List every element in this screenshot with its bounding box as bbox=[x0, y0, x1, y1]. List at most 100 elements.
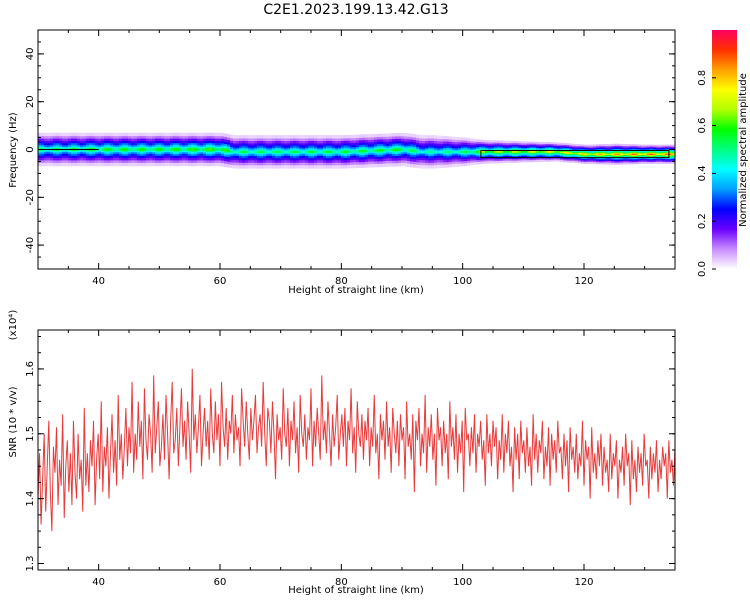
snr-x-ticks: 40 60 80 100 120 bbox=[37, 330, 676, 588]
figure-title: C2E1.2023.199.13.42.G13 bbox=[263, 2, 448, 18]
spectrogram-cell bbox=[437, 150, 441, 154]
spectrogram-cell bbox=[533, 151, 537, 153]
spectrogram-cell bbox=[524, 151, 528, 153]
spectrogram-cell bbox=[521, 151, 525, 153]
spectrogram-cell bbox=[236, 150, 240, 154]
spectrogram-cell bbox=[473, 150, 477, 153]
spectrogram-cell bbox=[221, 148, 225, 151]
spectrogram-cell bbox=[416, 150, 420, 153]
spectrogram-cell bbox=[527, 151, 531, 153]
spectrogram-cell bbox=[254, 150, 258, 154]
spectrogram-cell bbox=[194, 148, 198, 151]
spectrogram-cell bbox=[587, 153, 591, 156]
snr-y-multiplier: (x10⁴) bbox=[8, 310, 19, 341]
spectrogram-cell bbox=[401, 148, 405, 151]
spectrogram-x-tick-label: 60 bbox=[214, 276, 227, 287]
spectrogram-cell bbox=[212, 148, 216, 151]
spectrogram-cell bbox=[425, 150, 429, 154]
spectrogram-cell bbox=[320, 150, 324, 154]
spectrogram-cell bbox=[494, 151, 498, 153]
spectrogram-y-tick-label: 0 bbox=[25, 146, 36, 152]
spectrogram-cell bbox=[419, 150, 423, 153]
spectrogram-cell bbox=[215, 148, 219, 151]
spectrogram-cell bbox=[362, 149, 366, 153]
spectrogram-cell bbox=[146, 148, 150, 151]
spectrogram-cell bbox=[344, 150, 348, 154]
colorbar-tick-label: 0.2 bbox=[697, 213, 708, 229]
spectrogram-cell bbox=[428, 150, 432, 154]
spectrogram-cell bbox=[626, 153, 630, 156]
spectrogram-cell bbox=[251, 150, 255, 154]
spectrogram-cell bbox=[308, 150, 312, 154]
spectrogram-cell bbox=[557, 151, 561, 153]
snr-x-tick-label: 100 bbox=[453, 577, 472, 588]
spectrogram-cell bbox=[281, 150, 285, 154]
spectrogram-cell bbox=[263, 150, 267, 154]
spectrogram-cell bbox=[644, 153, 648, 155]
spectrogram-cell bbox=[572, 152, 576, 155]
snr-x-tick-label: 120 bbox=[574, 577, 593, 588]
spectrogram-cell bbox=[467, 150, 471, 153]
spectrogram-cell bbox=[635, 153, 639, 156]
spectrogram-cell bbox=[398, 148, 402, 151]
spectrogram-cell bbox=[227, 149, 231, 153]
spectrogram-cell bbox=[545, 151, 549, 153]
spectrogram-cell bbox=[569, 152, 573, 154]
snr-y-tick-label: 1.6 bbox=[25, 361, 36, 377]
spectrogram-panel: 40 60 80 100 120 40 20 0 -20 -40 Height of strai… bbox=[8, 29, 676, 296]
colorbar-tick-label: 0.6 bbox=[697, 118, 708, 134]
spectrogram-cell bbox=[314, 150, 318, 154]
spectrogram-cell bbox=[188, 148, 192, 151]
spectrogram-cell bbox=[272, 150, 276, 154]
spectrogram-cell bbox=[119, 148, 123, 151]
spectrogram-cell bbox=[365, 149, 369, 153]
spectrogram-cell bbox=[518, 151, 522, 153]
spectrogram-cell bbox=[623, 153, 627, 156]
spectrogram-cell bbox=[488, 151, 492, 153]
spectrogram-cell bbox=[482, 150, 486, 153]
spectrogram-cell bbox=[434, 150, 438, 154]
spectrogram-x-tick-label: 100 bbox=[453, 276, 472, 287]
spectrogram-cell bbox=[647, 153, 651, 155]
spectrogram-cell bbox=[164, 148, 168, 151]
spectrogram-cell bbox=[248, 150, 252, 154]
spectrogram-cell bbox=[158, 148, 162, 151]
spectrogram-cell bbox=[311, 150, 315, 154]
spectrogram-cell bbox=[353, 150, 357, 153]
spectrogram-cell bbox=[149, 148, 153, 151]
spectrogram-cell bbox=[239, 150, 243, 154]
spectrogram-cell bbox=[629, 153, 633, 156]
spectrogram-cell bbox=[191, 148, 195, 151]
spectrogram-cell bbox=[581, 153, 585, 155]
spectrogram-cell bbox=[104, 148, 108, 151]
spectrogram-cell bbox=[125, 148, 129, 151]
spectrogram-cell bbox=[617, 153, 621, 156]
spectrogram-cell bbox=[662, 153, 666, 155]
spectrogram-cell bbox=[506, 151, 510, 153]
snr-series-line bbox=[38, 368, 675, 532]
colorbar: 0.0 0.2 0.4 0.6 0.8 Normalized spectral ampl… bbox=[697, 30, 749, 277]
spectrogram-cell bbox=[209, 148, 213, 151]
spectrogram-y-tick-label: 40 bbox=[25, 48, 36, 61]
spectrogram-cell bbox=[422, 150, 426, 154]
snr-y-tick-label: 1.4 bbox=[25, 491, 36, 507]
spectrogram-cell bbox=[632, 153, 636, 156]
spectrogram-cell bbox=[341, 150, 345, 154]
spectrogram-cell bbox=[170, 148, 174, 151]
spectrogram-cell bbox=[596, 153, 600, 156]
spectrogram-cell bbox=[260, 150, 264, 154]
spectrogram-cell bbox=[197, 148, 201, 151]
spectrogram-cell bbox=[614, 153, 618, 156]
spectrogram-x-tick-label: 120 bbox=[574, 276, 593, 287]
spectrogram-y-tick-label: -40 bbox=[25, 237, 36, 253]
snr-x-tick-label: 40 bbox=[92, 577, 105, 588]
spectrogram-cell bbox=[113, 148, 117, 151]
spectrogram-cell bbox=[155, 148, 159, 151]
spectrogram-cell bbox=[122, 148, 126, 151]
spectrogram-cell bbox=[392, 148, 396, 152]
snr-y-ticks: 1.3 1.4 1.5 1.6 bbox=[25, 335, 675, 571]
spectrogram-cell bbox=[413, 149, 417, 153]
spectrogram-cell bbox=[503, 151, 507, 153]
spectrogram-cell bbox=[500, 151, 504, 153]
